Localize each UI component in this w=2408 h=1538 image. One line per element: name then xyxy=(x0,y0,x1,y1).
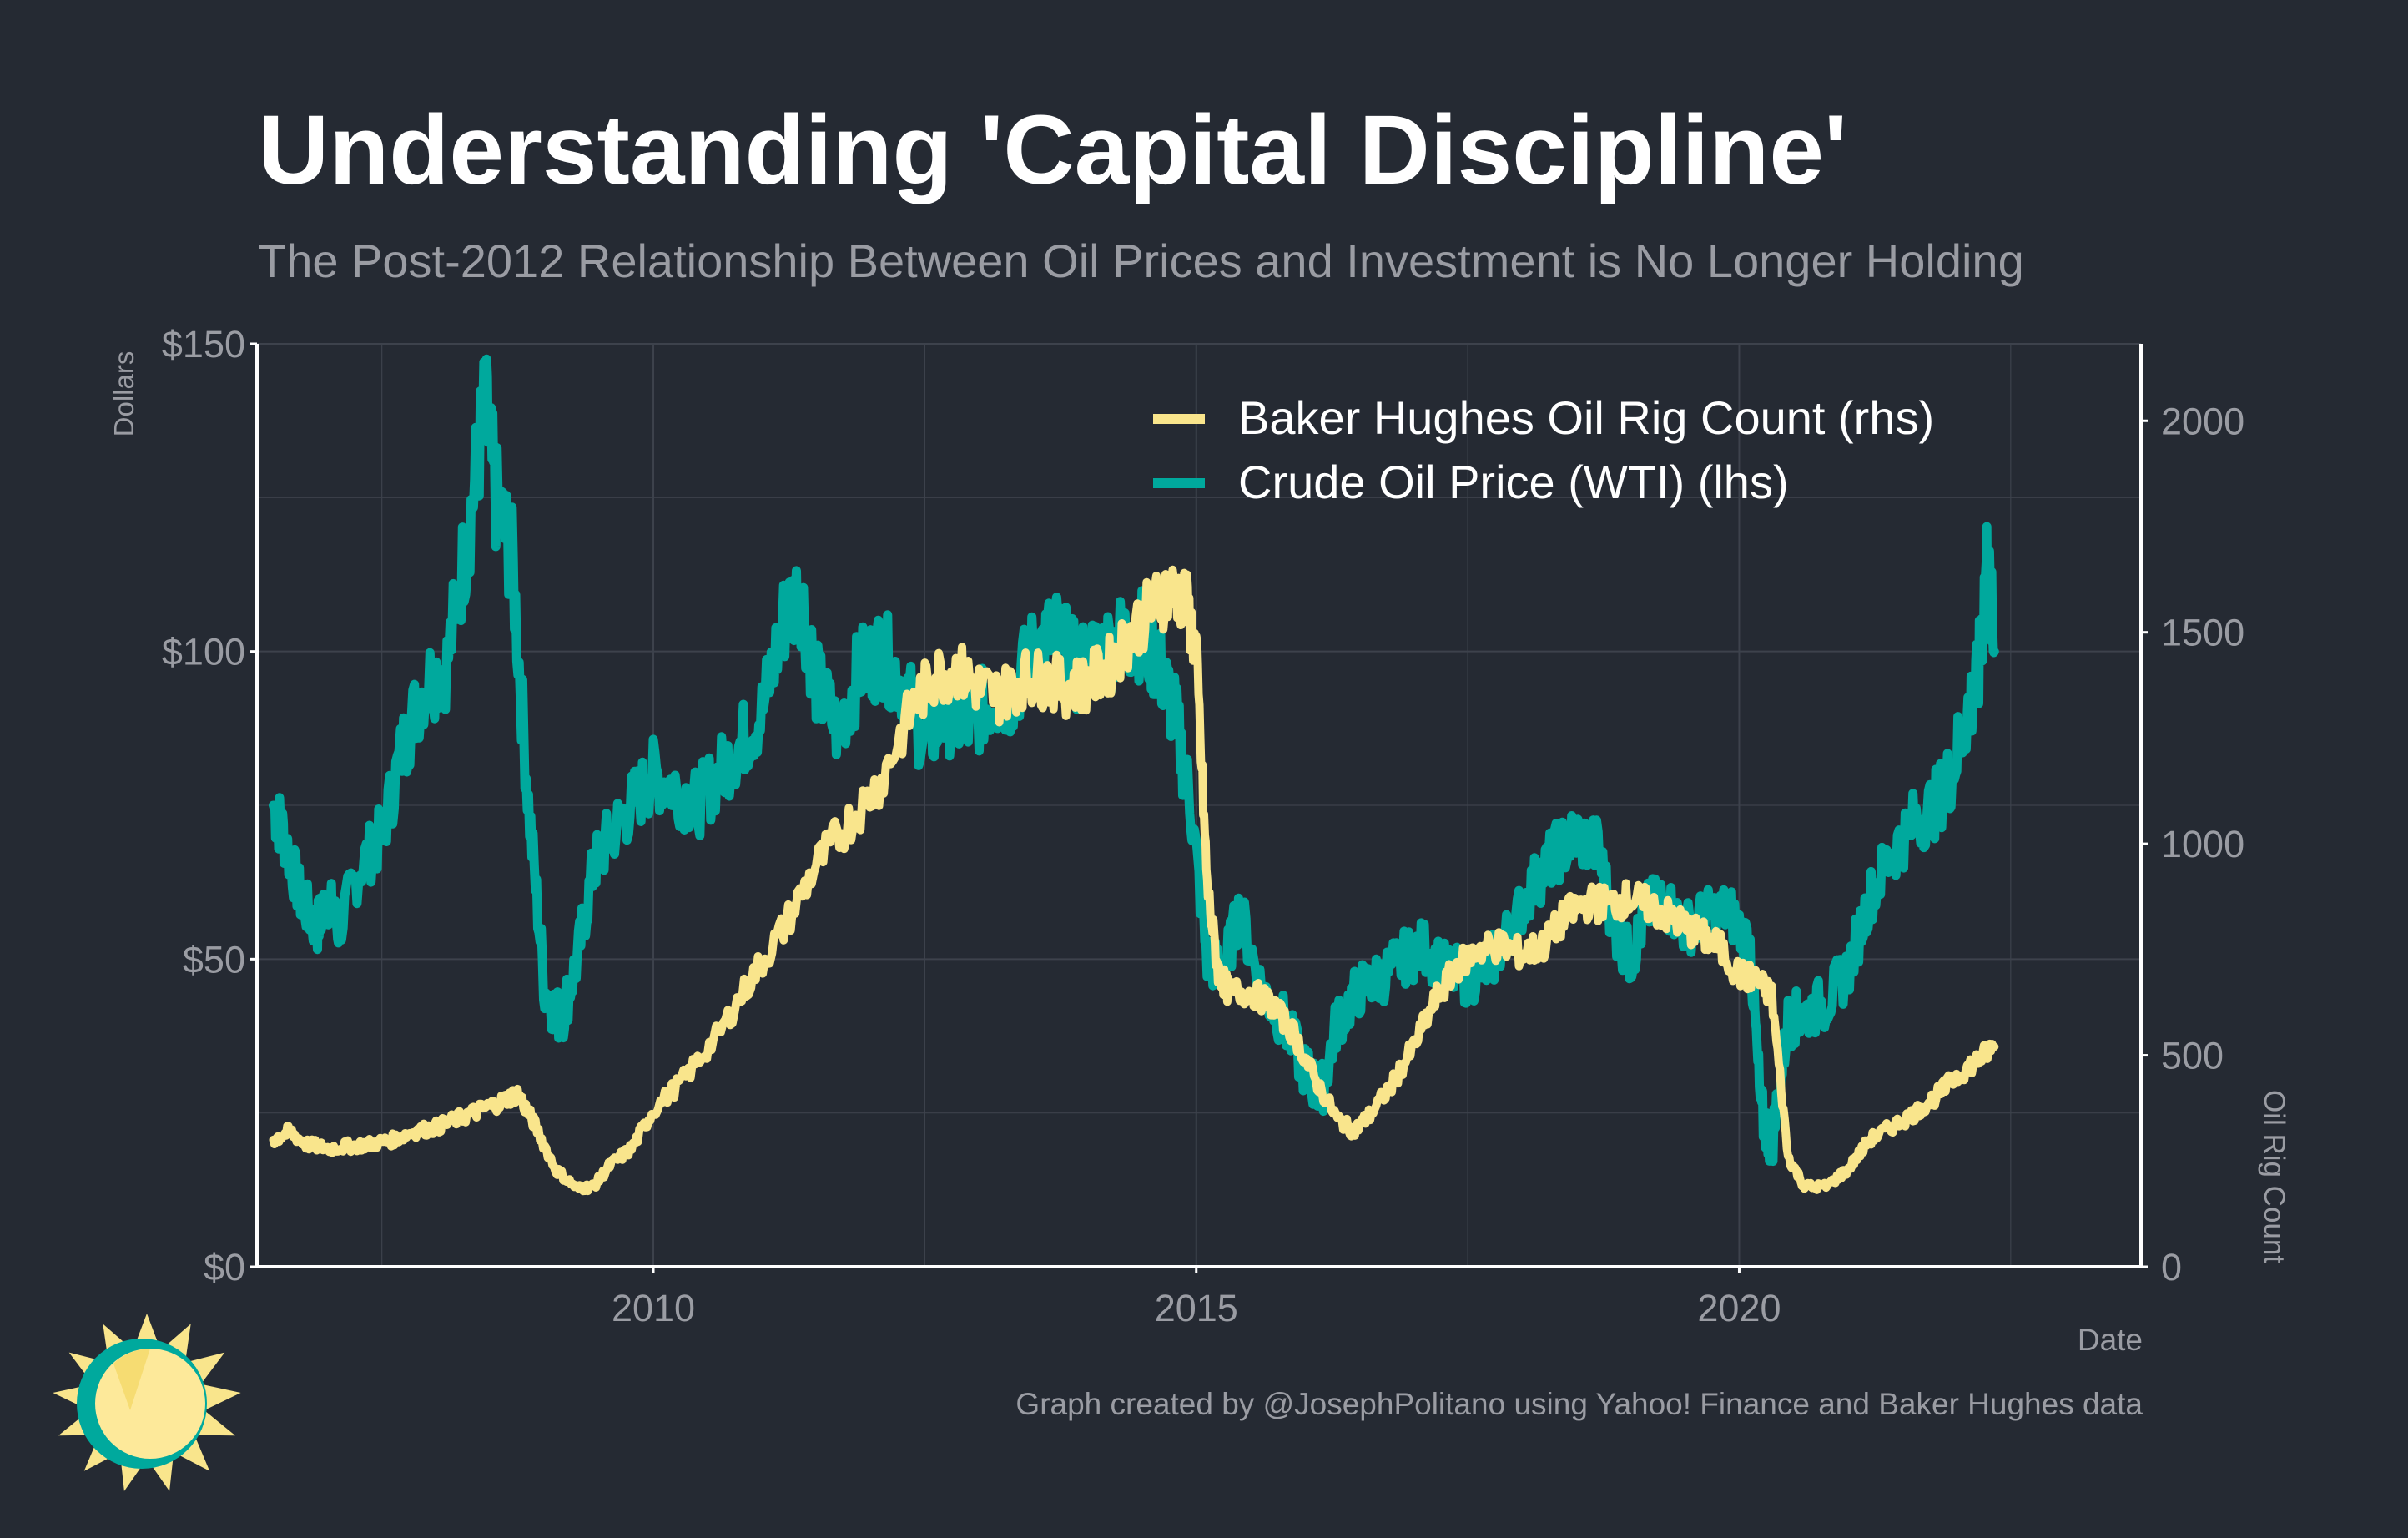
legend-layer: Baker Hughes Oil Rig Count (rhs) Crude Oi… xyxy=(1153,391,1934,508)
y-axis-left-title: Dollars xyxy=(108,351,139,437)
legend-label: Crude Oil Price (WTI) (lhs) xyxy=(1238,456,1789,508)
sun-logo xyxy=(53,1314,241,1491)
y-left-tick-label: $100 xyxy=(162,631,245,673)
legend-label: Baker Hughes Oil Rig Count (rhs) xyxy=(1238,391,1934,444)
sun-disc xyxy=(95,1349,205,1459)
y-left-tick-label: $0 xyxy=(204,1246,245,1288)
y-right-tick-label: 2000 xyxy=(2161,400,2244,442)
axes-layer: $0 $50 $100 $150 0 500 1000 1500 2000 2010 2015 202… xyxy=(108,323,2290,1357)
y-left-tick-label: $150 xyxy=(162,323,245,366)
y-right-tick-label: 0 xyxy=(2161,1246,2182,1288)
x-tick-label: 2020 xyxy=(1697,1287,1781,1329)
y-right-tick-label: 500 xyxy=(2161,1035,2224,1077)
y-axis-right-title: Oil Rig Count xyxy=(2258,1090,2290,1263)
sun-shade xyxy=(113,1349,150,1410)
series-line-rig-count xyxy=(269,565,1999,1196)
x-axis-title: Date xyxy=(2078,1323,2143,1357)
y-right-tick-label: 1500 xyxy=(2161,612,2244,654)
series-layer xyxy=(269,354,1999,1196)
chart-caption: Graph created by @JosephPolitano using Y… xyxy=(1015,1387,2143,1421)
x-tick-label: 2015 xyxy=(1155,1287,1238,1329)
x-tick-label: 2010 xyxy=(612,1287,695,1329)
y-right-tick-label: 1000 xyxy=(2161,823,2244,865)
chart-title: Understanding 'Capital Discipline' xyxy=(258,95,1848,205)
y-left-tick-label: $50 xyxy=(183,938,245,981)
chart-subtitle: The Post-2012 Relationship Between Oil P… xyxy=(258,234,2024,287)
